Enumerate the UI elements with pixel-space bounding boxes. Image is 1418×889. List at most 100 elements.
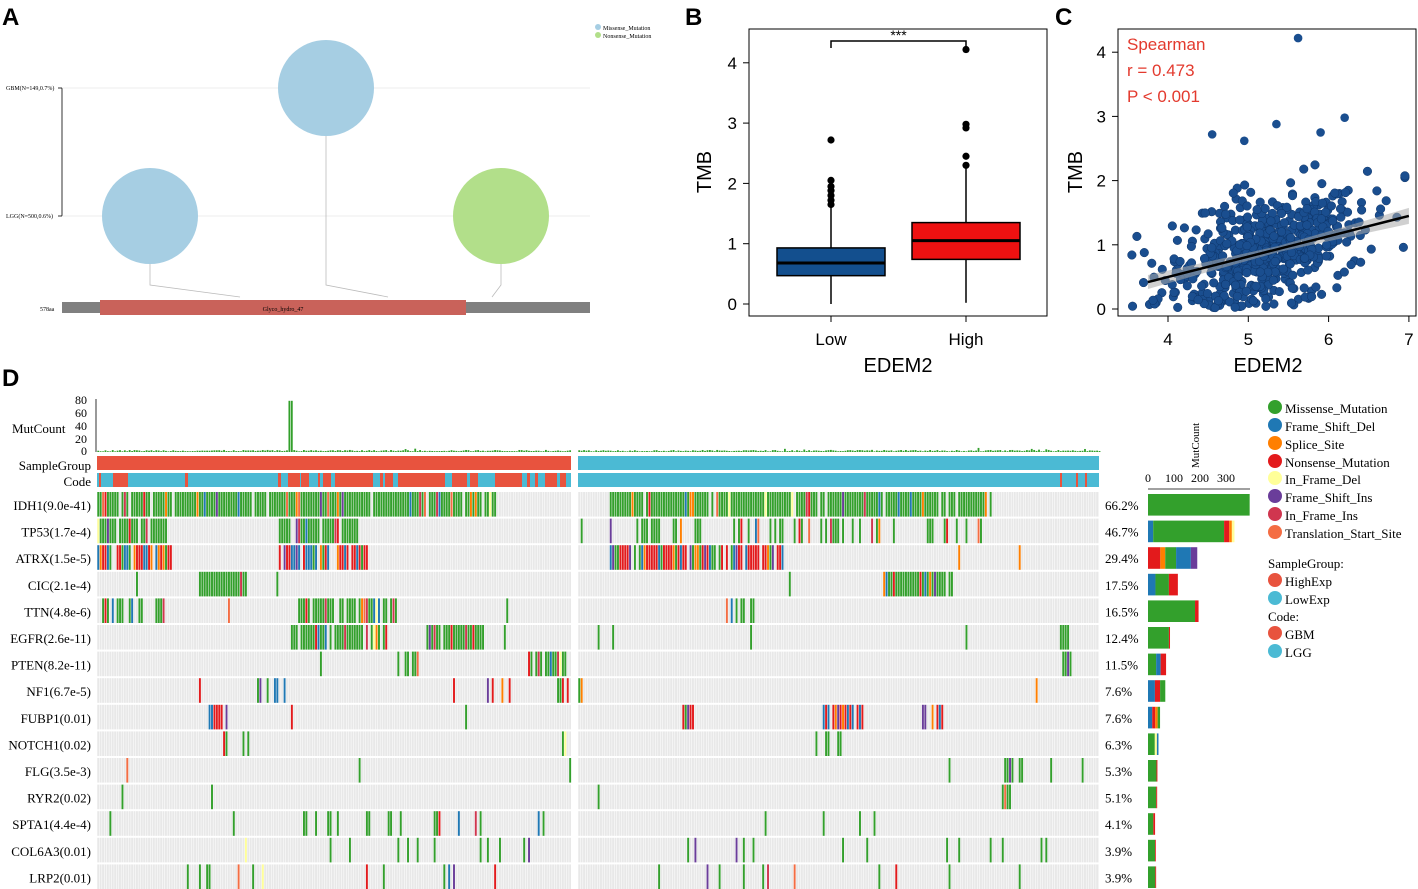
mutation-cell: [346, 545, 349, 570]
gene-percent: 17.5%: [1105, 578, 1139, 593]
mutation-cell: [307, 598, 310, 623]
mutcount-bar: [924, 450, 927, 452]
track-label-gbm: GBM(N=149,0.7%): [6, 85, 54, 92]
mutation-cell: [336, 545, 339, 570]
mutation-cell: [189, 492, 192, 517]
mutcount-bar: [252, 450, 254, 452]
mutation-cell: [344, 518, 347, 544]
gene-bar-segment: [1154, 680, 1161, 702]
mutcount-bar: [1006, 451, 1009, 452]
c-point: [1299, 164, 1309, 174]
c-point: [1398, 242, 1408, 252]
mutcount-bar: [1030, 448, 1033, 452]
mutation-cell: [344, 545, 347, 570]
mutation-cell: [407, 651, 409, 677]
mutcount-bar: [672, 450, 675, 452]
legend-dot-lowexp: [1268, 591, 1282, 605]
mutation-cell: [365, 492, 368, 517]
mutcount-bar: [259, 450, 262, 452]
mutcount-bar: [725, 450, 728, 452]
mutation-cell: [578, 678, 581, 703]
mutcount-bar: [892, 451, 895, 452]
gene-percent: 16.5%: [1105, 604, 1139, 619]
mutcount-bar: [895, 450, 898, 452]
mutation-cell: [211, 571, 213, 597]
mutation-cell: [883, 571, 886, 597]
gene-bar-segment: [1168, 627, 1171, 649]
mutcount-bar: [643, 451, 646, 452]
mutcount-bar: [587, 450, 590, 452]
mutation-cell: [648, 545, 651, 570]
mutcount-bar: [837, 451, 840, 452]
mutation-cell: [793, 518, 796, 544]
mutcount-bar: [638, 451, 641, 452]
mutcount-bar: [482, 450, 484, 452]
mutation-cell: [131, 598, 134, 623]
mutation-cell: [329, 837, 332, 863]
mutation-cell: [559, 678, 562, 703]
mutation-cell: [162, 598, 165, 623]
gene-bar-segment: [1156, 733, 1159, 755]
mutation-cell: [380, 492, 383, 517]
mutation-cell: [1035, 678, 1038, 703]
mutation-cell: [950, 571, 953, 597]
mutation-cell: [114, 492, 117, 517]
c-point: [1286, 233, 1296, 243]
code-gbm-mark-6: [318, 473, 320, 487]
mutcount-bar: [264, 450, 267, 452]
mutation-cell: [846, 492, 849, 517]
mutation-cell: [348, 518, 351, 544]
mutation-cell: [810, 492, 813, 517]
mutation-cell: [194, 492, 197, 517]
mutcount-bar: [832, 450, 835, 452]
mutation-cell: [844, 492, 847, 517]
mutcount-bar: [701, 449, 704, 452]
mutation-cell: [317, 492, 320, 517]
mutation-cell: [696, 518, 699, 544]
mutation-cell: [919, 492, 922, 517]
mutcount-bar: [999, 450, 1002, 452]
barplot-tick-200: 200: [1191, 471, 1209, 485]
mutcount-bar: [977, 447, 980, 452]
mutation-cell: [387, 811, 390, 836]
mutation-cell: [346, 492, 349, 517]
mutcount-bar: [641, 451, 644, 452]
mutation-cell: [445, 625, 448, 650]
mutation-cell: [648, 492, 651, 517]
mutation-cell: [145, 518, 148, 544]
mutation-cell: [477, 625, 480, 650]
mutation-cell: [317, 518, 320, 544]
grid-bg-right-13: [578, 837, 1099, 863]
mutation-cell: [109, 545, 112, 570]
c-point: [1248, 296, 1258, 306]
mutation-cell: [201, 492, 204, 517]
mutation-cell: [397, 837, 400, 863]
mutcount-bar: [179, 451, 182, 452]
mutation-cell: [126, 492, 129, 517]
mutcount-bar: [963, 450, 965, 452]
mutcount-bar: [182, 450, 184, 452]
mutcount-bar: [646, 450, 648, 452]
mutation-cell: [116, 492, 119, 517]
mutation-cell: [281, 492, 284, 517]
c-point: [1169, 287, 1179, 297]
mutation-cell: [542, 811, 545, 836]
mutcount-bar: [660, 451, 663, 452]
mutcount-bar: [237, 451, 240, 452]
mutation-cell: [699, 518, 702, 544]
mutcount-bar: [771, 450, 774, 452]
mutation-cell: [336, 811, 339, 836]
c-point: [1202, 288, 1213, 299]
b-significance-label: ***: [890, 27, 907, 43]
legend-nonsense: Nonsense_Mutation: [1285, 455, 1390, 470]
panel-c-letter: C: [1055, 4, 1072, 31]
mutation-cell: [392, 492, 395, 517]
mutcount-bar: [958, 450, 961, 452]
mutation-cell: [235, 571, 238, 597]
mutation-cell: [921, 704, 924, 730]
mutation-cell: [825, 731, 828, 756]
c-point: [1193, 295, 1203, 305]
mutation-cell: [943, 492, 946, 517]
c-point: [1127, 301, 1138, 311]
